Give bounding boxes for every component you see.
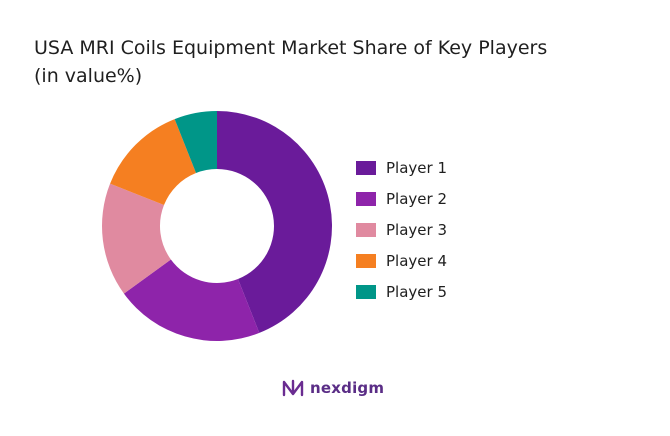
legend-label-player-2: Player 2 [386,190,447,208]
legend: Player 1 Player 2 Player 3 Player 4 Play… [356,157,447,312]
legend-label-player-4: Player 4 [386,252,447,270]
donut-slice-player-4 [110,119,197,206]
donut-slice-player-1 [217,111,332,333]
brand-logo: nexdigm [282,378,384,398]
legend-item-player-1: Player 1 [356,157,447,179]
donut-slice-player-5 [174,111,217,174]
legend-item-player-3: Player 3 [356,219,447,241]
nexdigm-logo-icon [282,379,304,397]
donut-slice-player-3 [102,183,171,294]
chart-title-line-1: USA MRI Coils Equipment Market Share of … [34,37,548,59]
legend-swatch-player-1 [356,161,376,175]
legend-swatch-player-3 [356,223,376,237]
donut-slice-player-2 [123,259,260,341]
legend-label-player-5: Player 5 [386,283,447,301]
legend-swatch-player-2 [356,192,376,206]
brand-name: nexdigm [310,379,385,397]
chart-title-line-2: (in value%) [34,65,143,87]
legend-label-player-1: Player 1 [386,159,447,177]
legend-item-player-4: Player 4 [356,250,447,272]
legend-swatch-player-5 [356,285,376,299]
legend-item-player-2: Player 2 [356,188,447,210]
legend-item-player-5: Player 5 [356,281,447,303]
chart-title: USA MRI Coils Equipment Market Share of … [34,34,634,90]
legend-label-player-3: Player 3 [386,221,447,239]
legend-swatch-player-4 [356,254,376,268]
